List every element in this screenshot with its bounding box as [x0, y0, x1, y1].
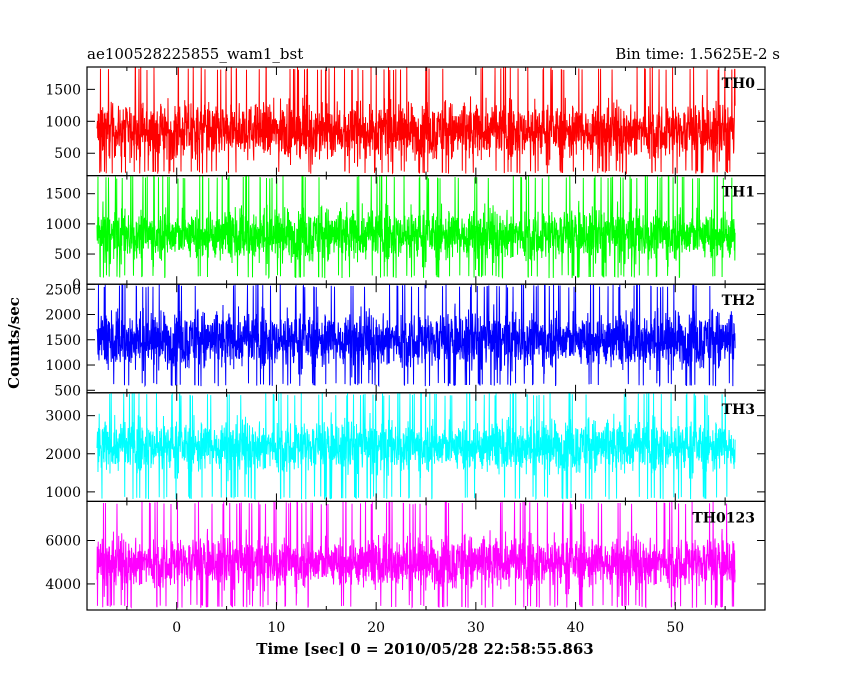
y-tick-label: 4000 [45, 577, 81, 593]
bin-time-label: Bin time: 1.5625E-2 s [615, 45, 780, 63]
y-tick-label: 2500 [45, 282, 81, 298]
x-tick-label: 0 [172, 620, 181, 636]
panel-label-th0: TH0 [722, 76, 756, 92]
panel-label-th0123: TH0123 [692, 510, 755, 526]
x-tick-label: 50 [666, 620, 684, 636]
y-tick-label: 2000 [45, 447, 81, 463]
y-tick-label: 6000 [45, 533, 81, 549]
y-tick-label: 0 [72, 277, 81, 293]
panel-th0123: 4000 6000 TH0123 0 10 20 30 40 50 [45, 500, 766, 636]
panel-th0: 500 1000 1500 TH0 [45, 66, 766, 177]
y-tick-label: 500 [54, 146, 81, 162]
panel-th1: 0 500 1000 1500 TH1 [45, 175, 766, 293]
x-axis-label: Time [sec] 0 = 2010/05/28 22:58:55.863 [256, 640, 593, 658]
x-tick-label: 20 [367, 620, 385, 636]
y-tick-label: 1500 [45, 187, 81, 203]
series-th0123 [96, 501, 736, 609]
y-tick-label: 1000 [45, 358, 81, 374]
panel-th3: 1000 2000 3000 TH3 [45, 392, 766, 502]
x-tick-label: 40 [567, 620, 585, 636]
y-tick-label: 500 [54, 383, 81, 399]
series-th3 [96, 392, 736, 501]
y-tick-label: 1000 [45, 114, 81, 130]
series-th0 [96, 67, 736, 175]
y-tick-label: 1000 [45, 217, 81, 233]
x-tick-label: 30 [467, 620, 485, 636]
series-th1 [96, 175, 736, 280]
chart-title: ae100528225855_wam1_bst [87, 45, 303, 63]
series-th2 [96, 284, 736, 388]
y-axis-label: Counts/sec [5, 297, 23, 389]
panel-label-th3: TH3 [722, 402, 755, 418]
x-tick-label: 10 [268, 620, 286, 636]
panel-label-th1: TH1 [722, 185, 755, 201]
y-tick-label: 1000 [45, 485, 81, 501]
panel-th2: 500 1000 1500 2000 2500 TH2 [45, 282, 766, 399]
y-tick-label: 3000 [45, 409, 81, 425]
y-tick-label: 2000 [45, 308, 81, 324]
y-tick-label: 500 [54, 247, 81, 263]
y-tick-label: 1500 [45, 82, 81, 98]
panel-label-th2: TH2 [722, 293, 755, 309]
y-tick-label: 1500 [45, 333, 81, 349]
